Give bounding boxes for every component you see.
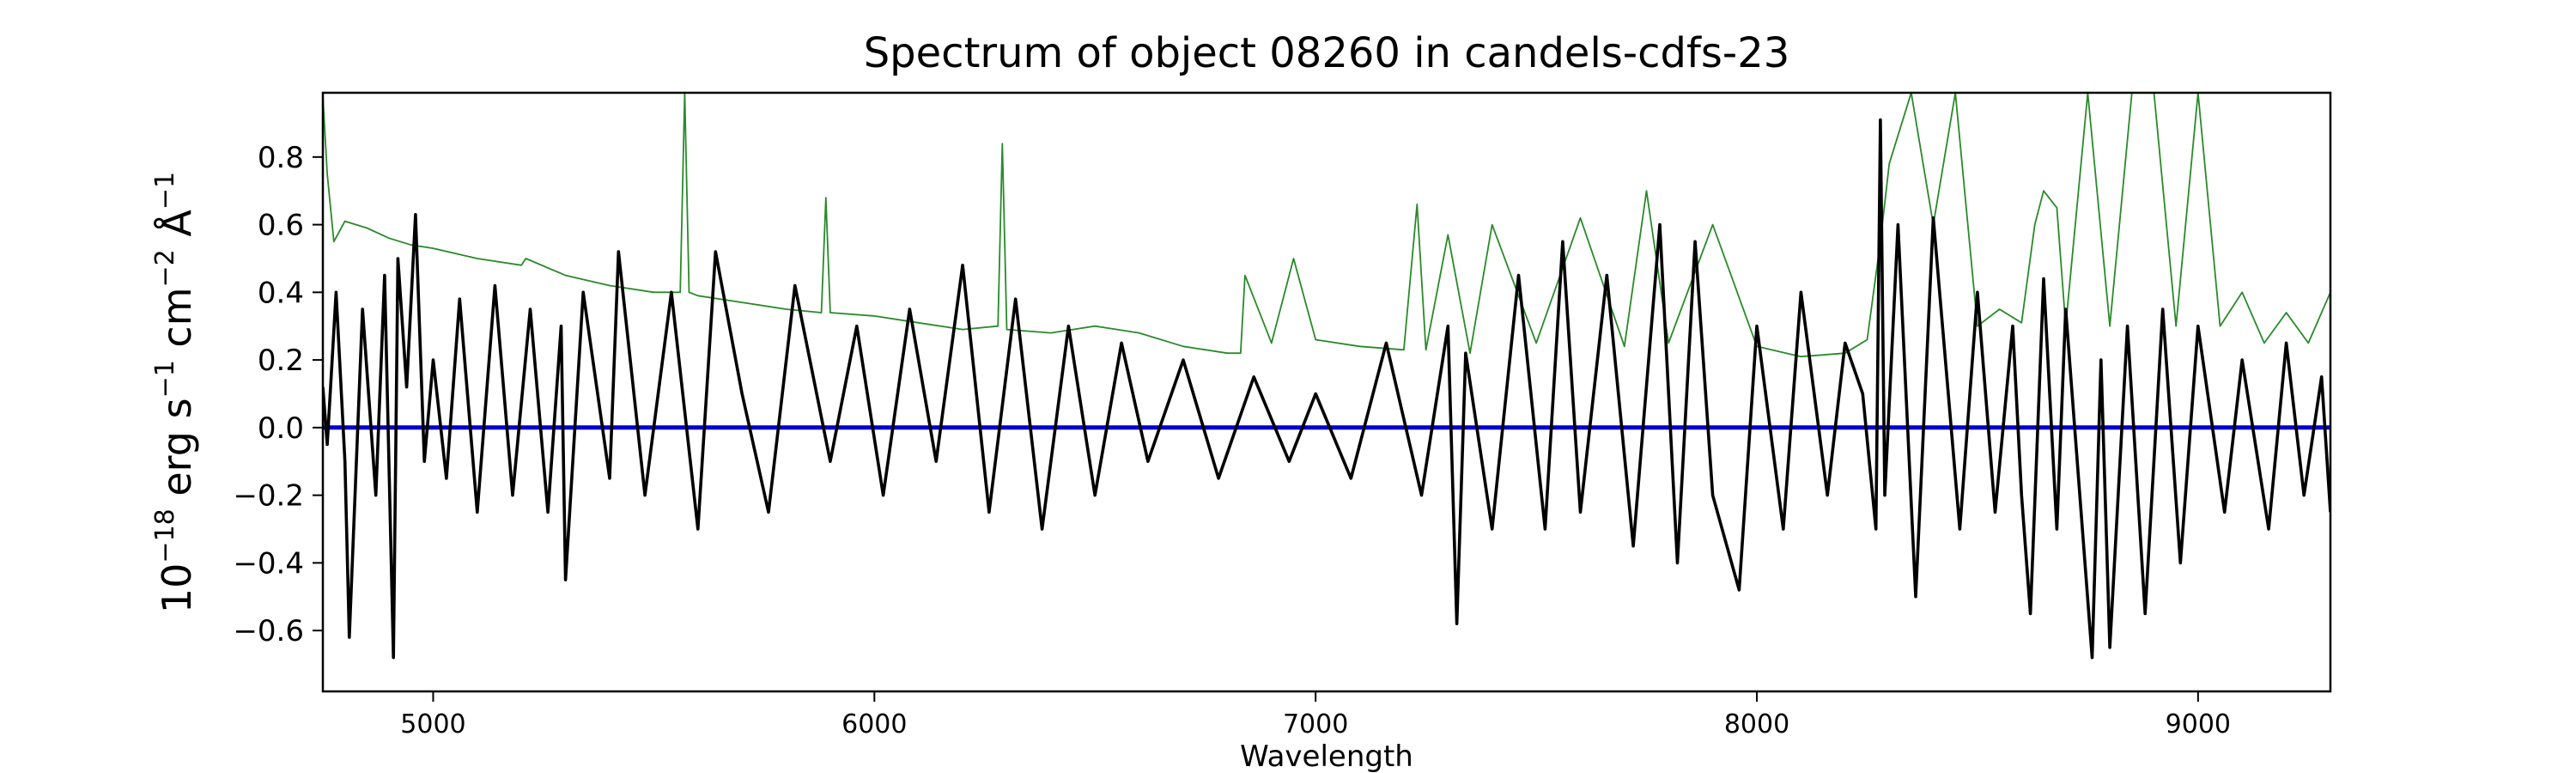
y-label-part-3: Å (154, 210, 200, 250)
x-tick-label: 5000 (400, 709, 465, 740)
y-axis-label: 10−18 erg s−1 cm−2 Å−1 (150, 172, 200, 613)
error-spectrum-line (323, 93, 2330, 358)
y-tick-label: −0.6 (233, 614, 304, 648)
y-label-part-1: erg s (154, 398, 200, 508)
y-tick-label: −0.4 (233, 546, 304, 581)
series-layer (323, 93, 2330, 660)
x-tick-label: 8000 (1724, 709, 1789, 740)
plot-frame (321, 91, 2332, 693)
y-tick-label: 0.2 (258, 344, 304, 378)
y-tick-label: 0.4 (258, 276, 304, 310)
y-axis: −0.6 −0.4 −0.2 0.0 0.2 0.4 0.6 0.8 (233, 141, 323, 648)
y-label-exp-3: −2 (150, 249, 180, 287)
y-label-part-2: cm (154, 287, 200, 360)
y-label-base: 10 (154, 563, 200, 614)
x-axis-label: Wavelength (1240, 740, 1413, 773)
y-tick-label: −0.2 (233, 479, 304, 514)
y-tick-label: 0.8 (258, 141, 304, 175)
x-axis: 5000 6000 7000 8000 9000 (400, 691, 2231, 740)
flux-spectrum-line (323, 118, 2330, 660)
x-tick-label: 9000 (2166, 709, 2231, 740)
y-tick-label: 0.6 (258, 209, 304, 243)
x-tick-label: 6000 (841, 709, 907, 740)
x-tick-label: 7000 (1283, 709, 1348, 740)
y-tick-label: 0.0 (258, 411, 304, 446)
chart-title: Spectrum of object 08260 in candels-cdfs… (864, 29, 1790, 77)
y-label-exp-1: −18 (150, 508, 180, 563)
plot-area (321, 91, 2332, 693)
svg-text:10−18 erg s−1 cm−2 Å−1: 10−18 erg s−1 cm−2 Å−1 (150, 172, 200, 613)
y-label-exp-4: −1 (150, 172, 180, 210)
y-label-exp-2: −1 (150, 360, 180, 398)
